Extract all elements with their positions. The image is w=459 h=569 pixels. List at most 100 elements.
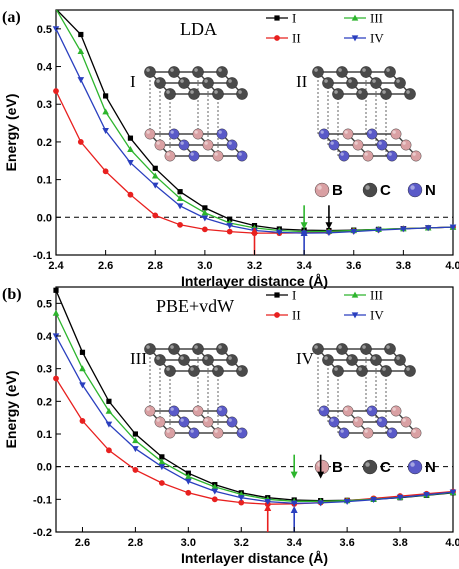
data-point [77,77,85,84]
atom-highlight [372,356,376,360]
data-point [79,418,86,424]
atom-highlight [334,367,338,371]
atom-highlight [170,407,174,411]
data-point [78,31,84,38]
atom-highlight [320,407,324,411]
atom-highlight [204,418,208,422]
atom-n [407,459,423,475]
panel-label: (a) [2,9,21,26]
atom-b [362,150,374,162]
atom-c [332,365,344,377]
atom-highlight [344,130,348,134]
atom-c [144,343,156,355]
data-point [226,228,233,235]
legend-marker [351,291,359,298]
y-tick-label: 0.4 [37,331,53,343]
atom-highlight [406,367,410,371]
atom-highlight [338,345,342,349]
atom-c [168,343,180,355]
data-point [276,229,283,236]
atom-c [394,354,406,366]
atom-n [328,139,340,151]
y-tick-label: 0.5 [37,298,52,310]
data-point [343,499,351,506]
data-point [264,499,272,506]
x-tick-label: 3.4 [296,260,312,272]
structure-label: III [130,349,147,368]
atom-highlight [190,152,194,156]
atom-b [192,128,204,140]
atom-n [386,427,398,439]
atom-c [356,365,368,377]
atom-b [352,139,364,151]
atom-highlight [146,68,150,72]
x-tick-label: 2.4 [48,260,64,272]
atom-highlight [362,345,366,349]
data-point [152,212,159,219]
data-point [103,93,109,99]
atom-highlight [348,79,352,83]
atom-c [312,343,324,355]
legend-marker [274,292,280,298]
atom-highlight [190,367,194,371]
y-tick-label: 0.0 [37,462,52,474]
atom-highlight [368,407,372,411]
atom-b [154,139,166,151]
atom-b [390,405,402,417]
legend-label: IV [370,31,384,46]
atom-highlight [156,356,160,360]
x-tick-label: 4.0 [445,537,459,549]
data-point [185,489,192,496]
y-tick-label: -0.1 [33,494,52,506]
atom-highlight [146,407,150,411]
structure-label: I [130,72,136,91]
atom-highlight [194,68,198,72]
atom-c [384,66,396,78]
legend-label: I [292,11,296,26]
atom-highlight [228,79,232,83]
atom-highlight [386,345,390,349]
data-point [177,221,183,228]
atom-b [212,150,224,162]
atom-highlight [402,141,406,145]
atom-highlight [412,152,416,156]
minimum-arrowhead [251,227,258,234]
data-point [152,165,158,171]
x-tick-label: 2.6 [75,537,90,549]
data-point [77,139,84,145]
atom-b [192,405,204,417]
atom-highlight [340,152,344,156]
x-tick-label: 2.6 [98,260,113,272]
atom-highlight [388,429,392,433]
atom-c [380,88,392,100]
data-point [151,172,159,179]
atom-highlight [364,152,368,156]
atom-c [346,354,358,366]
atom-highlight [238,90,242,94]
data-point [127,160,134,167]
atom-highlight [317,185,322,190]
atom-highlight [354,418,358,422]
data-point [176,203,184,210]
y-tick-label: -0.2 [33,527,52,539]
data-point [79,382,86,389]
y-tick-label: 0.2 [37,137,52,149]
atom-highlight [412,429,416,433]
x-tick-label: 3.8 [392,537,407,549]
atom-highlight [156,141,160,145]
atom-n [376,416,388,428]
legend-marker [274,35,280,41]
atom-n [236,427,248,439]
atom-highlight [146,130,150,134]
data-point [132,446,139,453]
data-point [53,287,59,293]
atom-legend-label: B [332,459,343,476]
atom-highlight [386,68,390,72]
data-point [106,398,112,404]
atom-highlight [166,367,170,371]
atom-highlight [166,152,170,156]
atom-c [336,343,348,355]
